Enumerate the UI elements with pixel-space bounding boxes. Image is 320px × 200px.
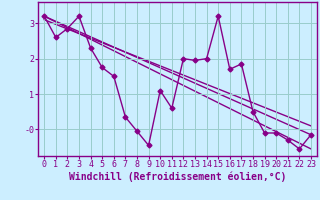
X-axis label: Windchill (Refroidissement éolien,°C): Windchill (Refroidissement éolien,°C)	[69, 172, 286, 182]
